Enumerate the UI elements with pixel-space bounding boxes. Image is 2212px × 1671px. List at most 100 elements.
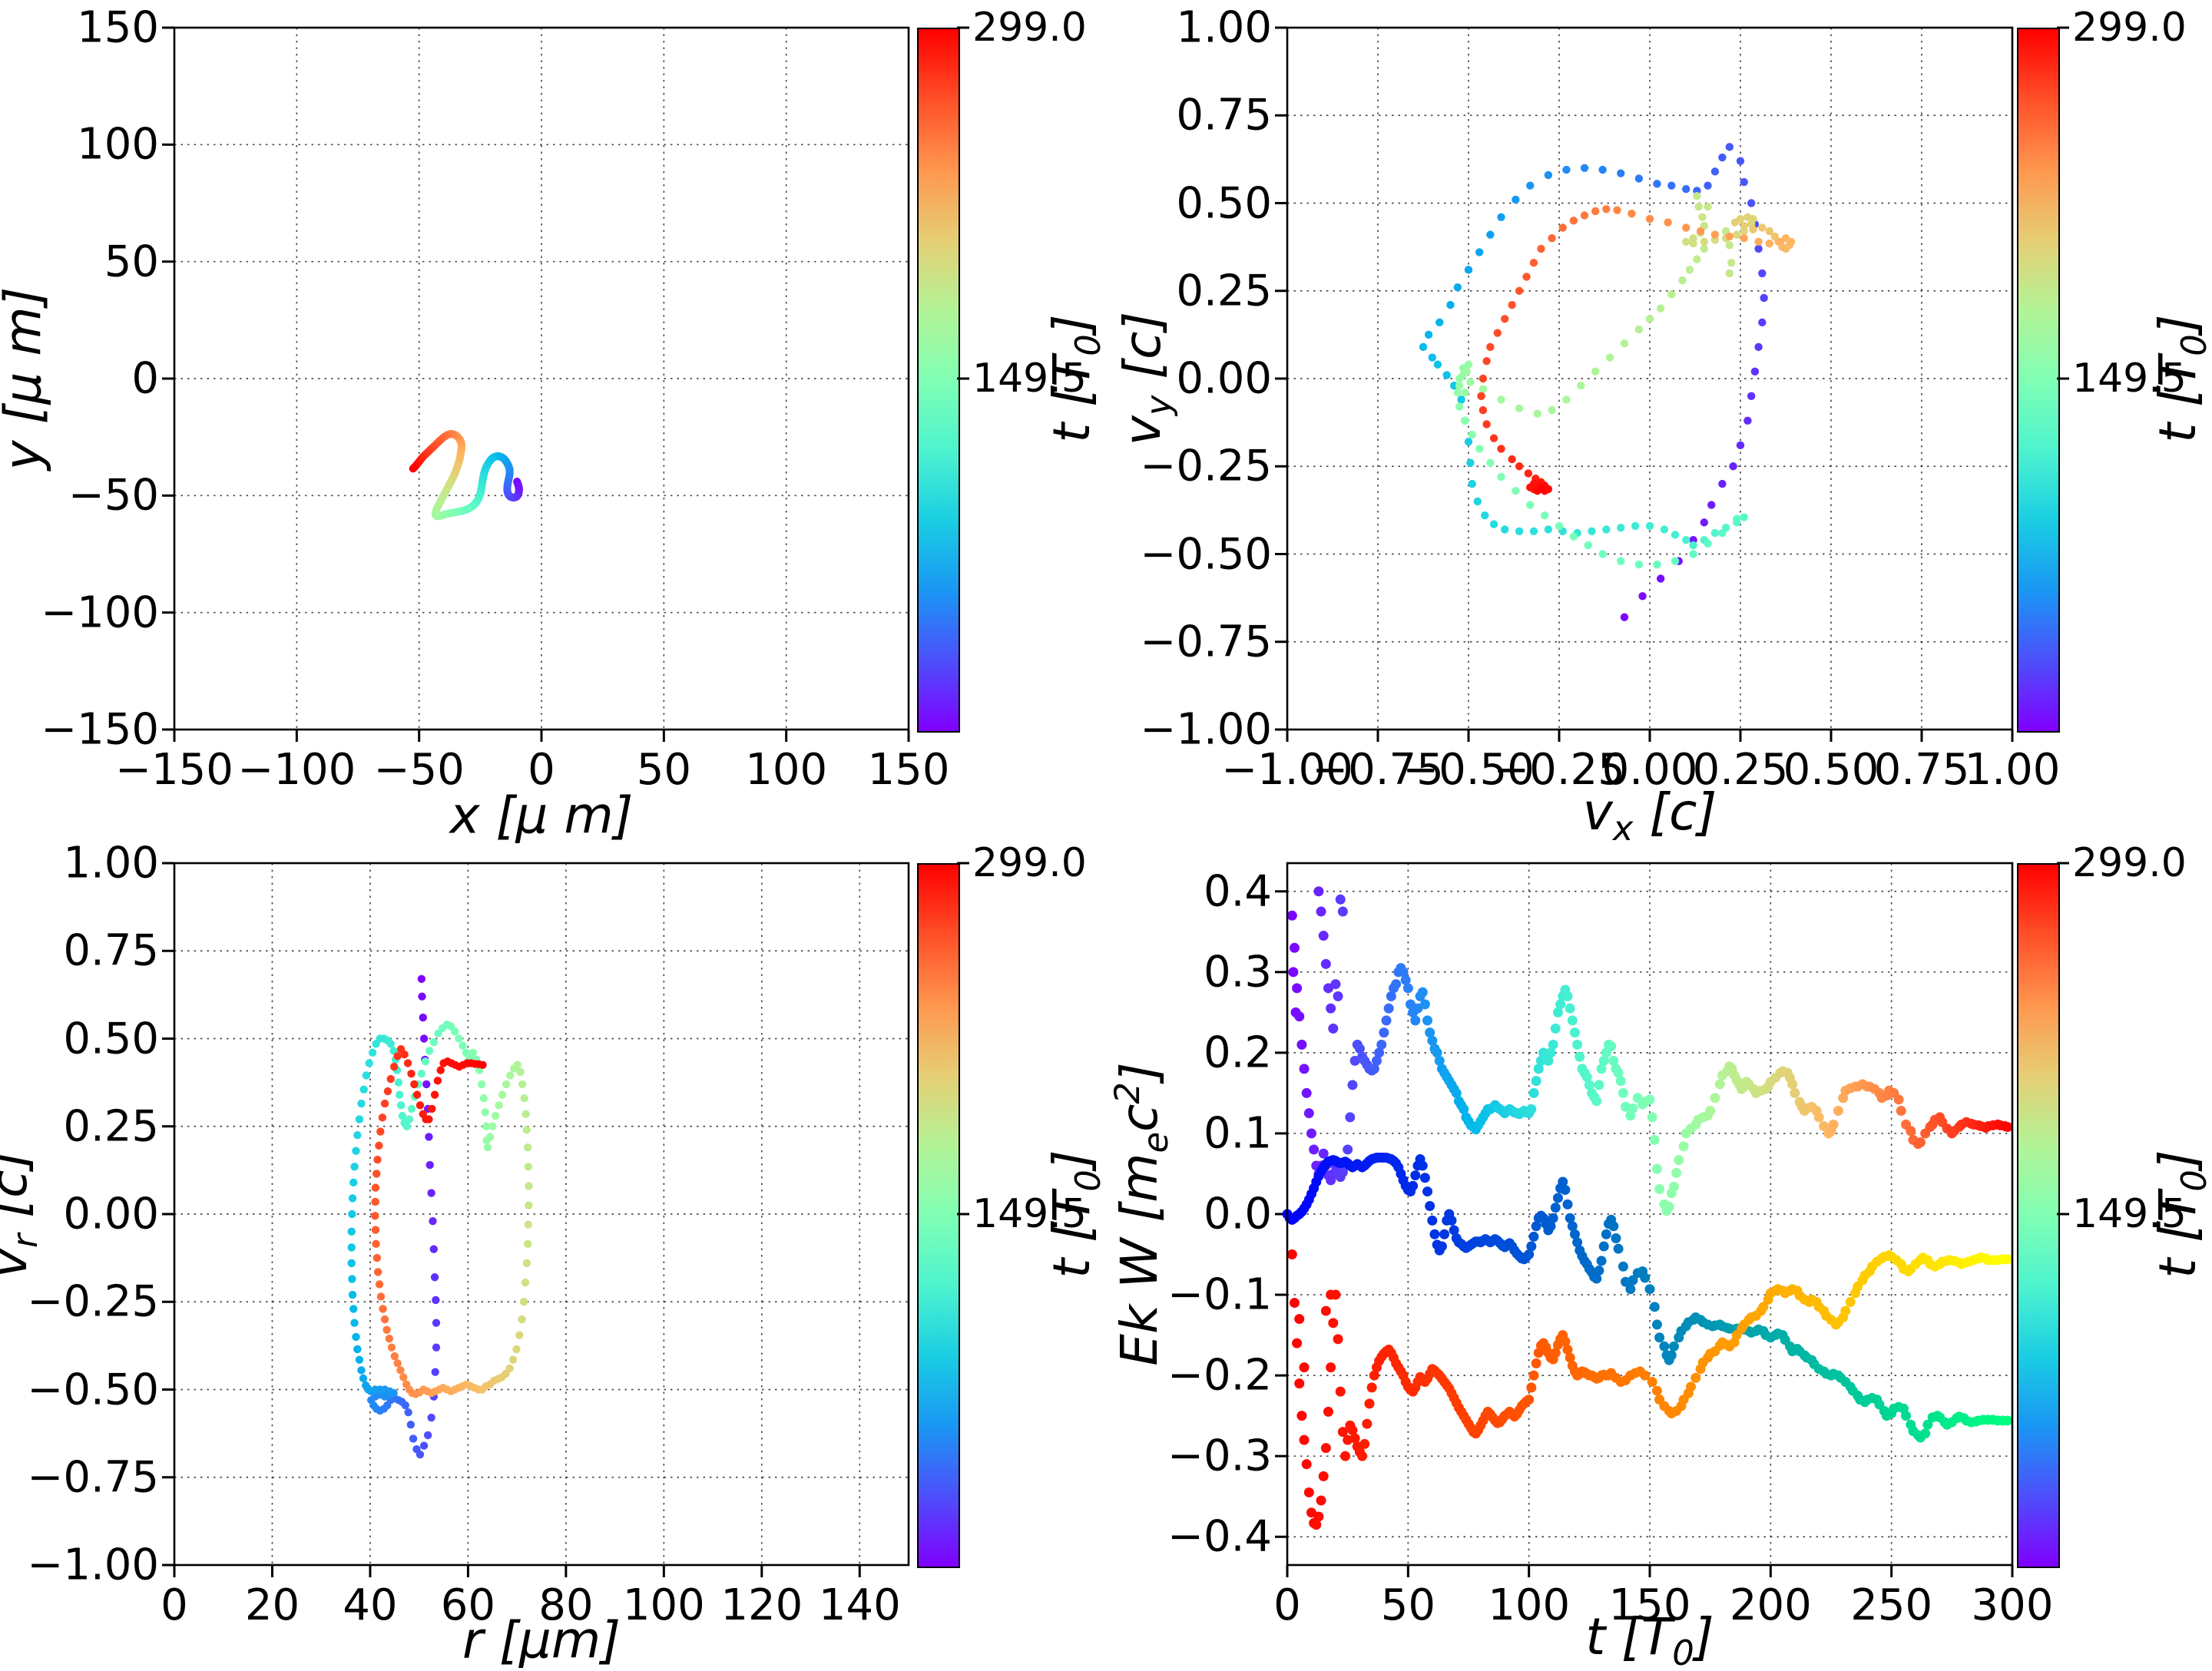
data-point bbox=[1620, 339, 1629, 348]
data-point bbox=[1455, 381, 1464, 390]
x-tick-label: 150 bbox=[867, 745, 950, 795]
data-point bbox=[485, 1133, 495, 1141]
data-point bbox=[402, 1380, 411, 1388]
data-point bbox=[1714, 1079, 1725, 1090]
data-point bbox=[1552, 1193, 1563, 1203]
data-point bbox=[1540, 511, 1549, 520]
data-point bbox=[1602, 205, 1611, 213]
data-point bbox=[349, 1178, 358, 1187]
data-point bbox=[396, 1101, 406, 1110]
data-point bbox=[1644, 1094, 1655, 1105]
data-point bbox=[1628, 210, 1636, 218]
data-point bbox=[412, 1444, 421, 1454]
data-point bbox=[1696, 227, 1705, 236]
data-point bbox=[1335, 894, 1346, 905]
x-tick-label: −100 bbox=[237, 745, 356, 795]
data-point bbox=[1653, 561, 1661, 569]
data-point bbox=[1548, 405, 1556, 415]
data-point bbox=[1359, 1438, 1370, 1449]
data-point bbox=[1489, 520, 1498, 528]
data-point bbox=[1710, 167, 1720, 176]
colorbar-label: t [T0] bbox=[1041, 314, 1109, 443]
data-point bbox=[1617, 557, 1625, 565]
data-point bbox=[1575, 1051, 1585, 1062]
data-point bbox=[1550, 1023, 1561, 1034]
data-point bbox=[1526, 1382, 1537, 1393]
data-point bbox=[1412, 1003, 1423, 1014]
data-point bbox=[508, 1355, 518, 1364]
x-axis-label: vx [c] bbox=[1582, 782, 1717, 849]
data-point bbox=[425, 1115, 433, 1123]
y-axis-label: vy [c] bbox=[1112, 311, 1180, 446]
data-point bbox=[1529, 527, 1538, 535]
data-point bbox=[1294, 1314, 1305, 1325]
data-point bbox=[518, 1080, 527, 1089]
data-point bbox=[1286, 910, 1297, 921]
data-point bbox=[1408, 1180, 1419, 1191]
colorbar-tick-label: 299.0 bbox=[972, 840, 1087, 886]
data-point bbox=[432, 1343, 441, 1352]
data-point bbox=[1550, 1348, 1561, 1358]
data-point bbox=[1565, 1213, 1575, 1223]
data-point bbox=[1524, 469, 1533, 478]
data-point bbox=[436, 1066, 445, 1074]
data-point bbox=[1497, 213, 1505, 221]
x-tick-label: 0 bbox=[161, 1580, 188, 1630]
x-tick-label: 0.25 bbox=[1692, 745, 1789, 795]
colorbar-tick-mark bbox=[2057, 26, 2069, 29]
data-point bbox=[1758, 318, 1767, 327]
data-point bbox=[1588, 527, 1596, 535]
data-point bbox=[372, 1239, 380, 1249]
data-point bbox=[1747, 392, 1756, 401]
data-point bbox=[1618, 1261, 1628, 1272]
data-point bbox=[1292, 1338, 1303, 1348]
data-point bbox=[1682, 237, 1690, 246]
data-point bbox=[1366, 1382, 1377, 1393]
x-tick-label: −150 bbox=[115, 745, 233, 795]
x-tick-label: 80 bbox=[538, 1580, 594, 1630]
data-point bbox=[1475, 248, 1484, 256]
data-point bbox=[469, 1048, 477, 1057]
data-point bbox=[1486, 342, 1495, 352]
data-point bbox=[521, 1278, 530, 1287]
data-point bbox=[1705, 1106, 1716, 1117]
data-point bbox=[1482, 420, 1491, 429]
data-point bbox=[350, 1319, 359, 1327]
data-point bbox=[1689, 239, 1697, 248]
data-point bbox=[1464, 266, 1473, 274]
data-point bbox=[1468, 479, 1476, 488]
data-point bbox=[1733, 230, 1741, 239]
data-point bbox=[1428, 353, 1436, 362]
data-point bbox=[1320, 1305, 1331, 1316]
data-point bbox=[450, 1027, 459, 1036]
x-tick-label: −0.75 bbox=[1312, 745, 1444, 795]
data-point bbox=[1628, 1275, 1638, 1286]
data-point bbox=[1580, 164, 1589, 172]
data-point bbox=[1700, 518, 1708, 527]
data-point bbox=[1482, 356, 1491, 366]
data-point bbox=[1419, 342, 1428, 352]
y-tick-label: 0 bbox=[131, 353, 159, 404]
data-point bbox=[1459, 1104, 1469, 1114]
data-point bbox=[431, 1368, 439, 1376]
data-point bbox=[1405, 999, 1416, 1010]
data-point bbox=[1323, 983, 1333, 994]
data-point bbox=[1707, 501, 1716, 509]
data-point bbox=[1537, 484, 1545, 493]
data-point bbox=[1422, 1015, 1433, 1026]
data-point bbox=[1649, 1134, 1660, 1145]
data-point bbox=[1605, 353, 1614, 362]
data-point bbox=[1294, 1378, 1305, 1389]
data-point bbox=[373, 1268, 382, 1276]
x-tick-label: −0.25 bbox=[1493, 745, 1625, 795]
data-point bbox=[1354, 1044, 1365, 1054]
data-point bbox=[396, 1366, 405, 1375]
data-point bbox=[1453, 283, 1462, 292]
data-point bbox=[393, 1052, 402, 1061]
data-point bbox=[395, 1090, 404, 1099]
data-point bbox=[1528, 1370, 1539, 1381]
data-point bbox=[383, 1087, 392, 1096]
data-point bbox=[1475, 445, 1484, 453]
data-point bbox=[427, 1189, 435, 1197]
